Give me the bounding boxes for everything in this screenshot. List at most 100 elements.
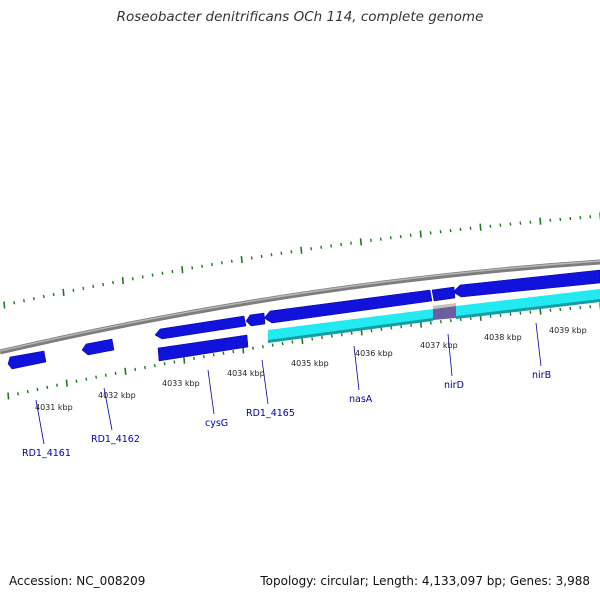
leader-RD1_4161 <box>35 399 45 445</box>
gene-label-RD1_4165[interactable]: RD1_4165 <box>246 408 295 419</box>
inner-track-minor-tick <box>134 367 137 372</box>
outer-track-major-tick <box>300 246 303 254</box>
leader-nasA <box>353 345 360 391</box>
inner-track-minor-tick <box>489 314 492 318</box>
outer-track-minor-tick <box>92 284 95 289</box>
outer-track-minor-tick <box>151 273 154 277</box>
inner-track-minor-tick <box>271 343 274 347</box>
outer-track-minor-tick <box>72 288 75 293</box>
outer-track-minor-tick <box>171 269 174 274</box>
gene-arrow-cysG-lower[interactable] <box>157 334 249 362</box>
inner-track-minor-tick <box>439 320 442 324</box>
outer-track-minor-tick <box>131 277 134 281</box>
inner-track-minor-tick <box>222 351 225 355</box>
inner-track-major-tick <box>124 367 127 375</box>
inner-track-minor-tick <box>330 334 333 338</box>
gene-label-cysG[interactable]: cysG <box>205 418 228 429</box>
outer-track-minor-tick <box>310 247 313 251</box>
outer-track-minor-tick <box>499 223 502 227</box>
inner-track-minor-tick <box>509 312 512 316</box>
outer-track-minor-tick <box>589 215 592 219</box>
outer-track-minor-tick <box>559 217 562 222</box>
inner-track-minor-tick <box>95 375 98 379</box>
scale-label-4036: 4036 kbp <box>355 349 393 358</box>
gene-labels: RD1_4161 RD1_4162 cysG RD1_4165 nasA nir… <box>22 370 551 459</box>
outer-track-minor-tick <box>260 254 263 259</box>
inner-track-major-tick <box>65 379 68 387</box>
inner-track-minor-tick <box>232 349 235 354</box>
inner-track-minor-tick <box>261 345 264 349</box>
inner-track-minor-tick <box>469 316 472 321</box>
inner-track-minor-tick <box>17 392 19 396</box>
inner-track-major-tick <box>183 356 186 364</box>
scale-label-4031: 4031 kbp <box>35 403 73 412</box>
map-title: Roseobacter denitrificans OCh 114, compl… <box>116 9 484 25</box>
outer-track-minor-tick <box>340 242 343 247</box>
outer-track-minor-tick <box>569 216 572 221</box>
gene-arrow-RD1_4161[interactable] <box>7 350 47 370</box>
outer-track-major-tick <box>240 256 243 264</box>
outer-track-minor-tick <box>489 224 492 228</box>
gene-arrow-nasA[interactable] <box>263 289 433 324</box>
inner-track-minor-tick <box>321 335 323 340</box>
inner-track-minor-tick <box>163 362 166 366</box>
gene-label-RD1_4161[interactable]: RD1_4161 <box>22 448 71 459</box>
inner-track-minor-tick <box>252 346 254 350</box>
outer-track-minor-tick <box>112 280 114 285</box>
leader-nirD <box>447 333 453 377</box>
outer-track-minor-tick <box>459 227 462 232</box>
inner-track-minor-tick <box>390 326 393 330</box>
outer-track-minor-tick <box>549 218 552 222</box>
leader-RD1_4162 <box>103 387 113 431</box>
gene-arrow-RD1_4162[interactable] <box>81 338 115 356</box>
outer-track-minor-tick <box>290 250 293 254</box>
feature-band-cyan <box>268 309 433 342</box>
inner-track-major-tick <box>7 392 10 400</box>
inner-track-minor-tick <box>350 331 353 335</box>
outer-track-minor-tick <box>379 237 382 241</box>
feature-band-cyan-right <box>456 289 600 318</box>
scale-label-4035: 4035 kbp <box>291 359 329 368</box>
genome-backbone <box>0 259 600 355</box>
outer-track-major-tick <box>181 266 184 274</box>
gene-label-nirB[interactable]: nirB <box>532 370 551 381</box>
outer-track-minor-tick <box>82 286 85 291</box>
inner-track-minor-tick <box>144 365 146 370</box>
gene-label-nasA[interactable]: nasA <box>349 394 373 405</box>
inner-track-minor-tick <box>429 321 432 325</box>
gene-arrow-small[interactable] <box>245 312 266 327</box>
inner-track-minor-tick <box>459 317 462 322</box>
inner-track-minor-tick <box>26 389 29 394</box>
genome-summary-text: Topology: circular; Length: 4,133,097 bp… <box>260 574 590 588</box>
accession-text: Accession: NC_008209 <box>9 574 146 588</box>
outer-track-minor-tick <box>52 292 55 297</box>
outer-track-minor-tick <box>32 296 35 301</box>
outer-track-minor-tick <box>369 238 372 243</box>
inner-track-minor-tick <box>449 318 452 323</box>
inner-track-minor-tick <box>75 379 78 383</box>
gene-arrow-nirB[interactable] <box>452 269 600 298</box>
inner-track-minor-tick <box>340 333 343 337</box>
outer-track-minor-tick <box>191 266 194 270</box>
gene-arrow-nirD[interactable] <box>431 286 456 302</box>
gene-arrow-cysG-upper[interactable] <box>154 315 247 340</box>
outer-track-minor-tick <box>102 282 105 287</box>
outer-track-minor-tick <box>529 220 532 224</box>
gene-label-RD1_4162[interactable]: RD1_4162 <box>91 434 140 445</box>
inner-track-minor-tick <box>212 353 215 357</box>
inner-track-minor-tick <box>370 328 373 333</box>
outer-track-minor-tick <box>270 253 273 257</box>
outer-track-minor-tick <box>429 231 432 235</box>
inner-track-minor-tick <box>380 327 383 331</box>
inner-track-minor-tick <box>529 310 532 314</box>
inner-track-minor-tick <box>410 323 413 328</box>
inner-track-minor-tick <box>85 377 88 381</box>
outer-track-minor-tick <box>280 251 283 255</box>
gene-label-nirD[interactable]: nirD <box>444 380 464 391</box>
inner-track-minor-tick <box>400 325 403 329</box>
outer-track-minor-tick <box>389 236 392 240</box>
outer-track-minor-tick <box>399 234 402 239</box>
leader-RD1_4165 <box>261 359 269 405</box>
inner-track-minor-tick <box>549 308 552 312</box>
